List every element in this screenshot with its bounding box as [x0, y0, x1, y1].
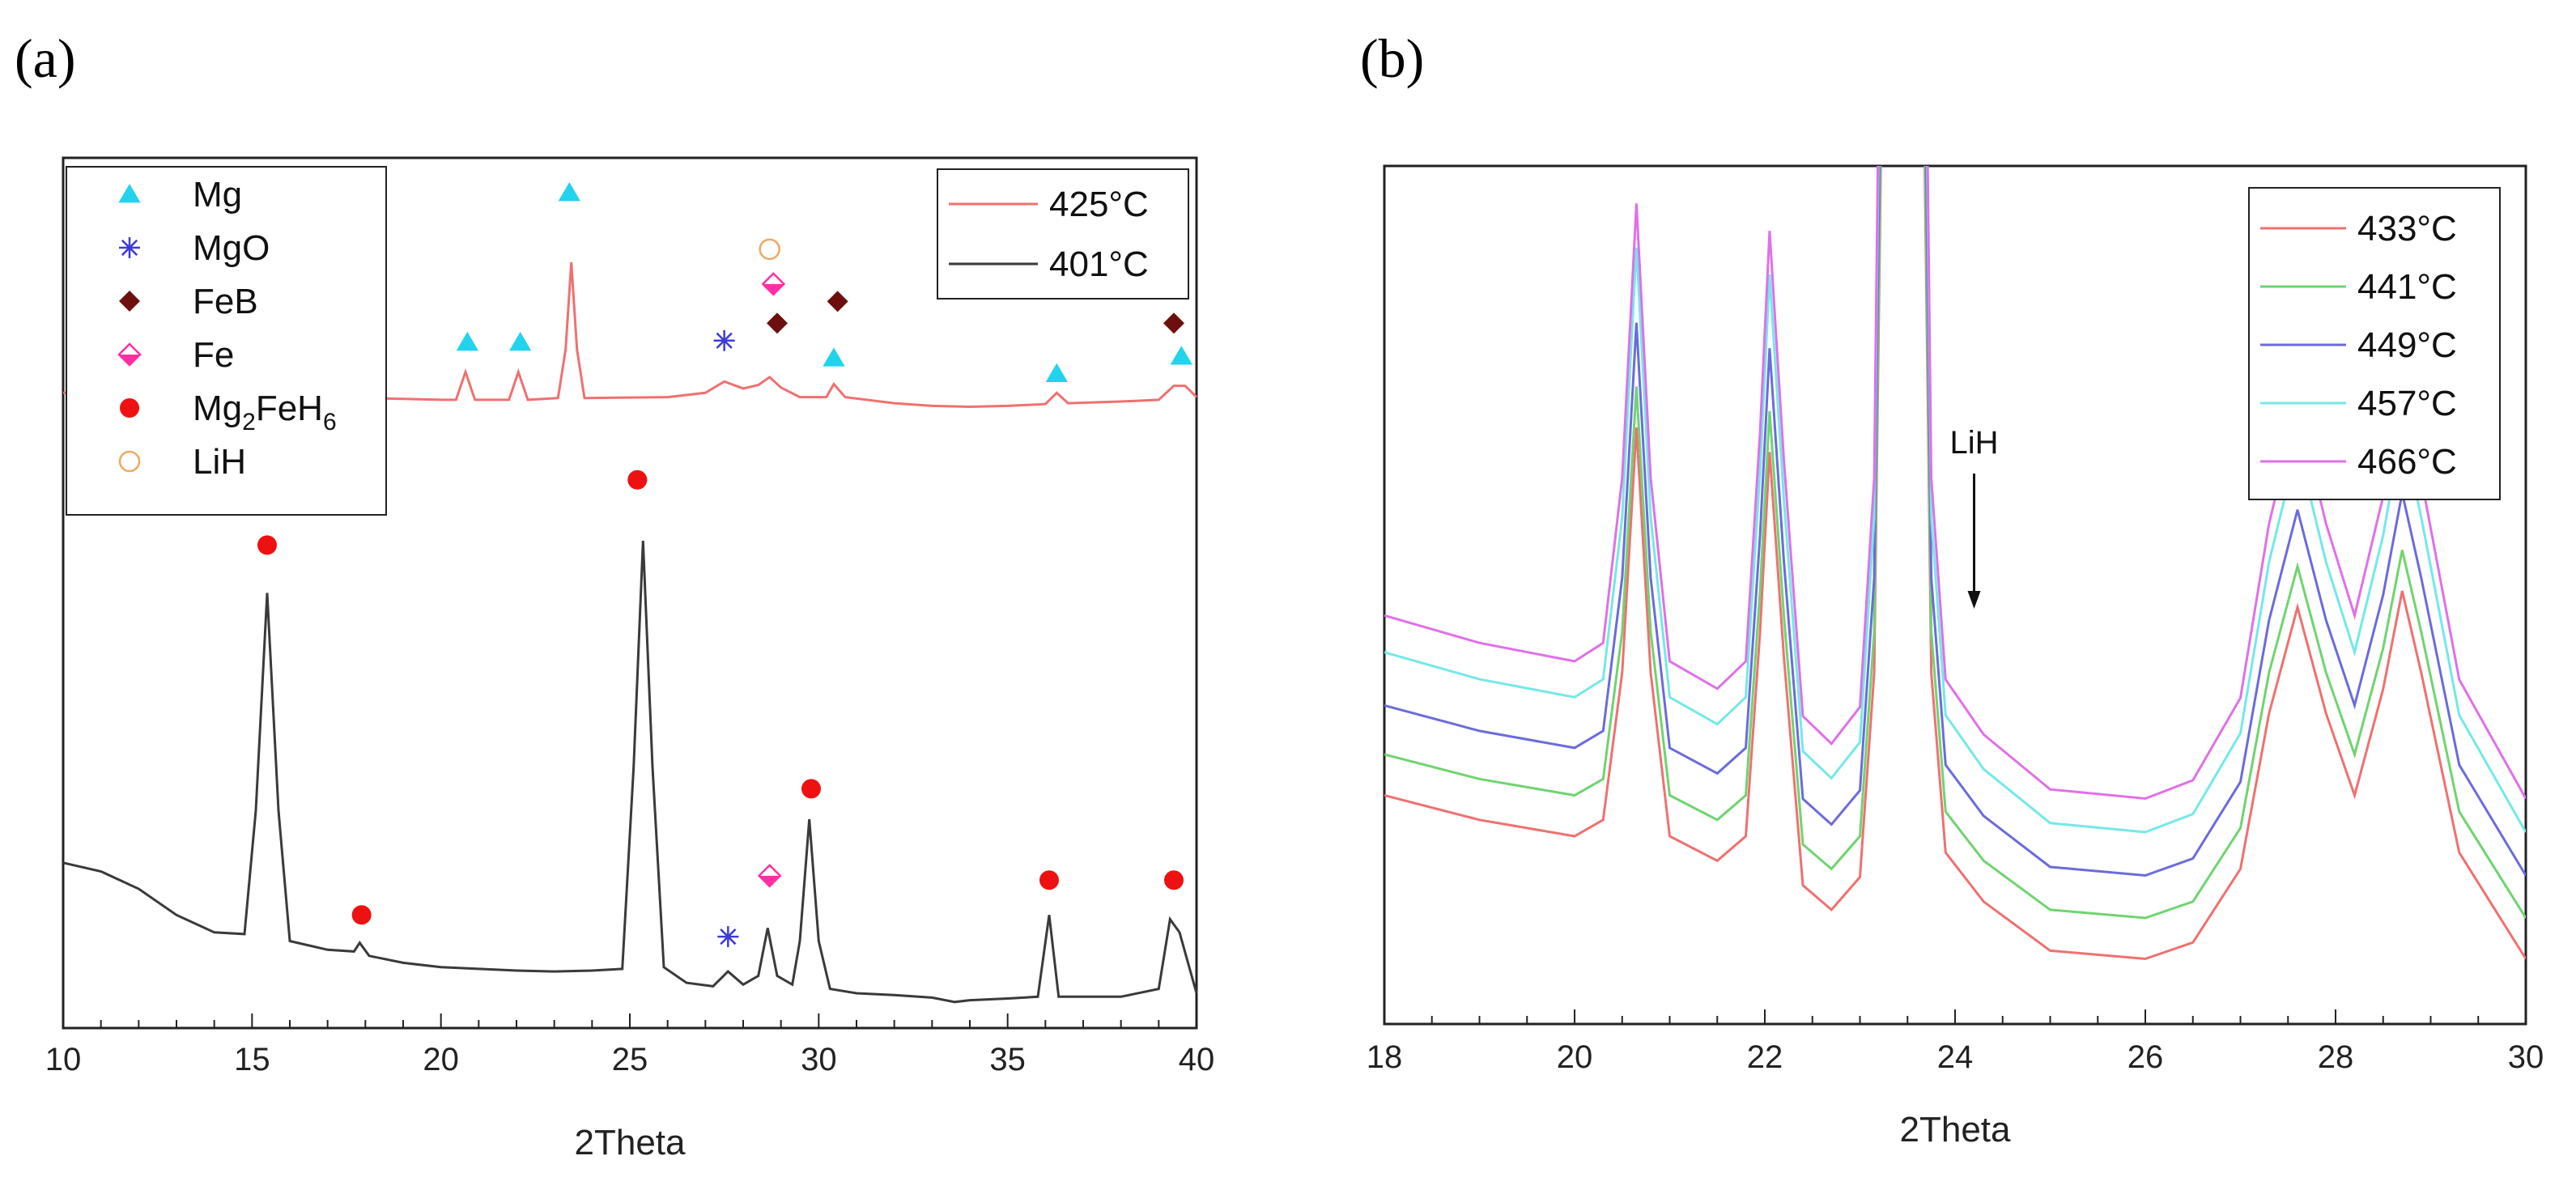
series-line-3 [1384, 166, 2526, 834]
x-tick-label: 28 [2318, 1039, 2354, 1075]
legend-symbol-circle [120, 398, 139, 418]
peak-marker-circle [1039, 870, 1059, 890]
peak-marker-triangle [509, 331, 532, 351]
peak-marker-circle [1164, 870, 1184, 890]
legend-line-label: 441°C [2357, 267, 2457, 307]
legend-symbol-halfdiamond [117, 342, 142, 367]
chart-a: 10 15 20 25 30 35 40 2Theta Mg MgO FeB Fe Mg2FeH6 L… [45, 156, 1215, 1162]
x-tick-label: 26 [2128, 1039, 2164, 1075]
x-tick-label: 30 [801, 1042, 837, 1077]
legend-label-circle: Mg2FeH6 [193, 389, 337, 436]
x-tick-label: 15 [234, 1042, 270, 1077]
peak-marker-halfdiamond [757, 864, 782, 888]
x-tick-label: 20 [1557, 1039, 1593, 1075]
series-line-1 [62, 540, 1198, 1004]
symbol-legend-box [66, 166, 387, 516]
peak-marker-triangle [558, 182, 580, 202]
peak-marker-circle [627, 470, 648, 490]
chart-b-x-axis-title: 2Theta [1900, 1110, 2012, 1149]
x-tick-label: 20 [423, 1042, 459, 1077]
legend-label-triangle: Mg [193, 175, 242, 215]
line-legend-box-a [937, 168, 1189, 300]
legend-line-label: 449°C [2357, 325, 2457, 365]
chart-b-series [1384, 166, 2526, 961]
panel-b-label: (b) [1360, 28, 1424, 89]
peak-marker-diamond [827, 291, 848, 312]
chart-a-x-axis-title: 2Theta [575, 1123, 687, 1162]
series-line-2 [1384, 166, 2526, 877]
lih-annotation-text: LiH [1949, 425, 1998, 461]
peak-marker-opencircle [759, 238, 780, 261]
peak-marker-star [713, 329, 735, 351]
legend-line-label: 401°C [1049, 244, 1149, 284]
series-line-0 [63, 261, 1198, 409]
legend-label-diamond: FeB [193, 282, 258, 321]
chart-b-x-axis: 18 20 22 24 26 28 30 [1367, 1009, 2544, 1075]
peak-marker-circle [801, 779, 821, 799]
x-tick-label: 30 [2508, 1039, 2544, 1075]
chart-a-series [62, 261, 1198, 1004]
legend-line-label: 433°C [2357, 209, 2457, 249]
x-tick-label: 35 [989, 1042, 1026, 1077]
legend-symbol-diamond [119, 291, 140, 312]
legend-symbol-opencircle [118, 450, 141, 473]
panel-a-label: (a) [15, 28, 75, 89]
peak-marker-star [717, 926, 739, 948]
legend-line-label: 466°C [2357, 442, 2457, 482]
x-tick-label: 22 [1747, 1039, 1783, 1075]
peak-marker-diamond [1163, 312, 1184, 334]
series-line-4 [1384, 166, 2526, 801]
lih-arrow-head [1967, 591, 1981, 609]
x-tick-label: 40 [1179, 1042, 1215, 1077]
peak-marker-diamond [767, 312, 788, 334]
peak-marker-triangle [1045, 363, 1068, 382]
legend-line-label: 457°C [2357, 384, 2457, 423]
x-tick-label: 18 [1367, 1039, 1403, 1075]
legend-line-label: 425°C [1049, 185, 1149, 224]
peak-marker-triangle [823, 347, 845, 367]
x-tick-label: 24 [1937, 1039, 1974, 1075]
peak-marker-triangle [1170, 346, 1192, 365]
peak-marker-triangle [456, 331, 478, 351]
peak-marker-halfdiamond [761, 272, 786, 296]
legend-symbol-triangle [118, 184, 141, 203]
x-tick-label: 10 [45, 1042, 82, 1077]
series-line-0 [1384, 166, 2526, 961]
chart-a-symbol-legend: Mg MgO FeB Fe Mg2FeH6 LiH [66, 166, 387, 516]
chart-a-x-axis: 10 15 20 25 30 35 40 [45, 1013, 1215, 1077]
legend-label-star: MgO [193, 228, 270, 268]
x-tick-label: 25 [612, 1042, 648, 1077]
legend-symbol-star [119, 237, 140, 258]
chart-a-peak-markers [257, 182, 1192, 948]
series-line-1 [1384, 166, 2526, 920]
chart-b-legend: 433°C 441°C 449°C 457°C 466°C [2248, 187, 2501, 500]
peak-marker-circle [257, 535, 277, 555]
peak-marker-circle [351, 905, 372, 925]
chart-a-line-legend: 425°C 401°C [937, 168, 1189, 300]
lih-annotation: LiH [1949, 425, 1999, 609]
chart-b: 18 20 22 24 26 28 30 LiH 2Theta 433°C 441°C 449°… [1367, 164, 2544, 1149]
legend-label-halfdiamond: Fe [193, 335, 234, 375]
legend-label-opencircle: LiH [193, 442, 246, 482]
